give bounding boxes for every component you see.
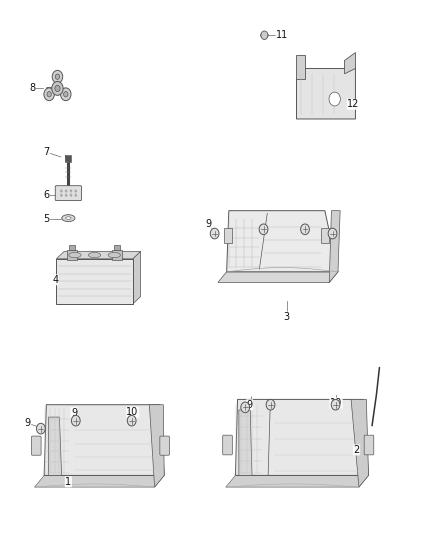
Circle shape bbox=[47, 92, 51, 97]
FancyBboxPatch shape bbox=[364, 435, 374, 455]
Circle shape bbox=[55, 74, 60, 79]
Circle shape bbox=[329, 92, 340, 106]
Circle shape bbox=[328, 228, 337, 239]
Text: 1: 1 bbox=[65, 477, 71, 487]
FancyBboxPatch shape bbox=[160, 436, 170, 455]
Circle shape bbox=[70, 189, 72, 192]
Polygon shape bbox=[218, 272, 338, 282]
Circle shape bbox=[60, 193, 63, 197]
Circle shape bbox=[36, 423, 45, 434]
Circle shape bbox=[127, 415, 136, 426]
Polygon shape bbox=[49, 417, 62, 475]
Polygon shape bbox=[351, 399, 368, 487]
Bar bbox=[321, 228, 329, 243]
Circle shape bbox=[331, 399, 340, 410]
Bar bbox=[112, 251, 122, 260]
Circle shape bbox=[65, 189, 67, 192]
Polygon shape bbox=[329, 211, 340, 282]
Text: 6: 6 bbox=[43, 190, 49, 200]
Circle shape bbox=[70, 193, 72, 197]
Circle shape bbox=[65, 193, 67, 197]
Circle shape bbox=[52, 82, 63, 95]
Polygon shape bbox=[149, 405, 164, 487]
Circle shape bbox=[64, 92, 68, 97]
Text: 5: 5 bbox=[43, 214, 49, 224]
Text: 2: 2 bbox=[353, 445, 360, 455]
Bar bbox=[65, 155, 66, 161]
Text: 9: 9 bbox=[71, 408, 77, 418]
Text: 8: 8 bbox=[29, 83, 35, 93]
Polygon shape bbox=[133, 252, 141, 304]
Text: 10: 10 bbox=[330, 398, 342, 408]
Text: 3: 3 bbox=[284, 312, 290, 322]
Circle shape bbox=[55, 85, 60, 92]
Circle shape bbox=[241, 402, 250, 413]
Text: 9: 9 bbox=[247, 400, 253, 410]
Polygon shape bbox=[345, 53, 356, 74]
Bar bbox=[70, 245, 75, 251]
Text: 11: 11 bbox=[276, 30, 289, 41]
FancyBboxPatch shape bbox=[223, 435, 232, 455]
Circle shape bbox=[74, 193, 77, 197]
Bar bbox=[224, 228, 232, 243]
Ellipse shape bbox=[261, 33, 268, 38]
Polygon shape bbox=[57, 252, 141, 259]
Text: 12: 12 bbox=[347, 99, 360, 109]
FancyBboxPatch shape bbox=[32, 436, 41, 455]
Text: 4: 4 bbox=[52, 275, 58, 285]
Bar bbox=[65, 155, 71, 162]
Ellipse shape bbox=[88, 253, 101, 258]
Polygon shape bbox=[226, 475, 368, 487]
Text: 10: 10 bbox=[127, 407, 139, 417]
Polygon shape bbox=[297, 68, 356, 119]
Polygon shape bbox=[44, 405, 164, 475]
Ellipse shape bbox=[62, 215, 75, 222]
FancyBboxPatch shape bbox=[55, 185, 81, 200]
Ellipse shape bbox=[69, 253, 81, 258]
Ellipse shape bbox=[66, 217, 71, 220]
Bar bbox=[114, 245, 120, 251]
Circle shape bbox=[266, 399, 275, 410]
Text: 9: 9 bbox=[25, 418, 31, 429]
Circle shape bbox=[210, 228, 219, 239]
Polygon shape bbox=[226, 211, 338, 272]
Bar bbox=[67, 251, 77, 260]
Circle shape bbox=[300, 224, 309, 235]
Circle shape bbox=[74, 189, 77, 192]
Circle shape bbox=[44, 88, 54, 101]
Text: 9: 9 bbox=[205, 219, 211, 229]
Bar bbox=[57, 259, 133, 304]
Polygon shape bbox=[239, 410, 252, 475]
Circle shape bbox=[259, 224, 268, 235]
Ellipse shape bbox=[108, 253, 120, 258]
Polygon shape bbox=[235, 399, 368, 475]
Circle shape bbox=[261, 31, 268, 39]
Circle shape bbox=[52, 70, 63, 83]
Circle shape bbox=[60, 88, 71, 101]
Circle shape bbox=[60, 189, 63, 192]
Polygon shape bbox=[35, 475, 164, 487]
Text: 7: 7 bbox=[43, 147, 49, 157]
Polygon shape bbox=[297, 55, 305, 79]
Circle shape bbox=[71, 415, 80, 426]
